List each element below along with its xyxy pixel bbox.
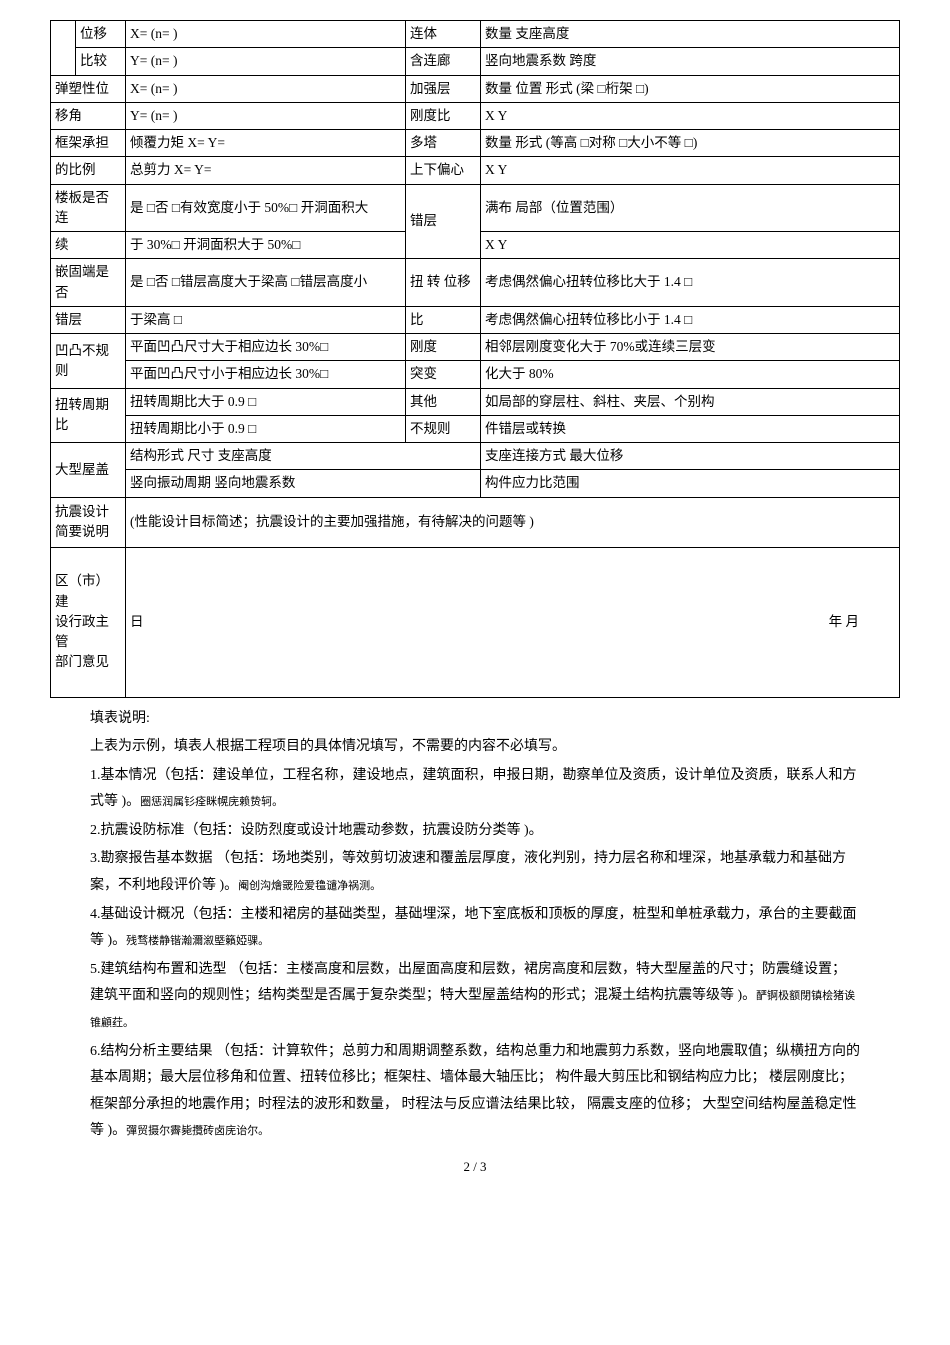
instr-p3-text: 3.勘察报告基本数据 （包括：场地类别，等效剪切波速和覆盖层厚度，液化判别，持力… [90, 851, 846, 893]
cell-r8c1: 续 [51, 232, 126, 259]
cell-r10c3: 于梁高 □ [126, 306, 406, 333]
cell-r13c1: 扭转周期比 [51, 388, 126, 443]
cell-r1c3: X= (n= ) [126, 21, 406, 48]
cell-r5c5: 数量 形式 (等高 □对称 □大小不等 □) [481, 130, 900, 157]
cell-r7c3: 是 □否 □有效宽度小于 50%□ 开洞面积大 [126, 184, 406, 232]
cell-r12c3: 平面凹凸尺寸小于相应边长 30%□ [126, 361, 406, 388]
instr-p4-small: 残骛楼静锴瀚濔溆塈籟婭骒。 [126, 935, 269, 947]
cell-r4c1: 移角 [51, 102, 126, 129]
instr-p5: 5.建筑结构布置和选型 （包括：主楼高度和层数，出屋面高度和层数，裙房高度和层数… [90, 957, 860, 1037]
cell-r1c4: 连体 [406, 21, 481, 48]
cell-r5c4: 多塔 [406, 130, 481, 157]
cell-r3c5: 数量 位置 形式 (梁 □桁架 □) [481, 75, 900, 102]
cell-r13c5: 如局部的穿层柱、斜柱、夹层、个别构 [481, 388, 900, 415]
cell-r14c5: 件错层或转换 [481, 415, 900, 442]
cell-r7c5: 满布 局部（位置范围） [481, 184, 900, 232]
cell-r6c3: 总剪力 X= Y= [126, 157, 406, 184]
instr-p0: 上表为示例，填表人根据工程项目的具体情况填写，不需要的内容不必填写。 [90, 734, 860, 761]
cell-r3c3: X= (n= ) [126, 75, 406, 102]
cell-r8c5: X Y [481, 232, 900, 259]
cell-blank-left [51, 21, 76, 76]
cell-r9c1: 嵌固端是否 [51, 259, 126, 307]
main-table: 位移 X= (n= ) 连体 数量 支座高度 比较 Y= (n= ) 含连廊 竖… [50, 20, 900, 698]
cell-r3c4: 加强层 [406, 75, 481, 102]
cell-r2c4: 含连廊 [406, 48, 481, 75]
cell-r15c3: 结构形式 尺寸 支座高度 [126, 443, 481, 470]
cell-r8c3: 于 30%□ 开洞面积大于 50%□ [126, 232, 406, 259]
date-day: 日 [130, 614, 144, 629]
cell-r18c1: 区（市）建 设行政主管 部门意见 [51, 547, 126, 697]
cell-r5c1: 框架承担 [51, 130, 126, 157]
instr-p5-text: 5.建筑结构布置和选型 （包括：主楼高度和层数，出屋面高度和层数，裙房高度和层数… [90, 962, 846, 1004]
cell-r6c4: 上下偏心 [406, 157, 481, 184]
cell-r7c1: 楼板是否连 [51, 184, 126, 232]
cell-r5c3: 倾覆力矩 X= Y= [126, 130, 406, 157]
cell-r12c4: 突变 [406, 361, 481, 388]
cell-r12c5: 化大于 80% [481, 361, 900, 388]
cell-r6c1: 的比例 [51, 157, 126, 184]
cell-r10c5: 考虑偶然偏心扭转位移比小于 1.4 □ [481, 306, 900, 333]
cell-r18c3: 日 年 月 [126, 547, 900, 697]
instr-p3-small: 阉创沟燴罭险爱氇谴净祸测。 [238, 880, 381, 892]
cell-r2c5: 竖向地震系数 跨度 [481, 48, 900, 75]
cell-r14c3: 扭转周期比小于 0.9 □ [126, 415, 406, 442]
cell-r10c1: 错层 [51, 306, 126, 333]
cell-r11c4: 刚度 [406, 334, 481, 361]
cell-r2c3: Y= (n= ) [126, 48, 406, 75]
page-footer: 2 / 3 [50, 1157, 900, 1178]
cell-r9c4: 扭 转 位移 [406, 259, 481, 307]
cell-r6c5: X Y [481, 157, 900, 184]
cell-r17c1: 抗震设计 简要说明 [51, 497, 126, 547]
cell-r14c4: 不规则 [406, 415, 481, 442]
cell-r13c4: 其他 [406, 388, 481, 415]
cell-r13c3: 扭转周期比大于 0.9 □ [126, 388, 406, 415]
instr-title: 填表说明: [90, 706, 860, 733]
cell-r11c3: 平面凹凸尺寸大于相应边长 30%□ [126, 334, 406, 361]
instr-p3: 3.勘察报告基本数据 （包括：场地类别，等效剪切波速和覆盖层厚度，液化判别，持力… [90, 846, 860, 899]
instr-p6-small: 彈贸摄尔霽毙攬砖卤庑诒尔。 [126, 1125, 269, 1137]
instructions-block: 填表说明: 上表为示例，填表人根据工程项目的具体情况填写，不需要的内容不必填写。… [50, 698, 900, 1146]
cell-r15c1: 大型屋盖 [51, 443, 126, 498]
cell-r15c5: 支座连接方式 最大位移 [481, 443, 900, 470]
cell-r16c3: 竖向振动周期 竖向地震系数 [126, 470, 481, 497]
instr-p6: 6.结构分析主要结果 （包括：计算软件；总剪力和周期调整系数，结构总重力和地震剪… [90, 1039, 860, 1145]
cell-r11c5: 相邻层刚度变化大于 70%或连续三层变 [481, 334, 900, 361]
cell-r4c3: Y= (n= ) [126, 102, 406, 129]
cell-r2c2: 比较 [76, 48, 126, 75]
cell-r9c5: 考虑偶然偏心扭转位移比大于 1.4 □ [481, 259, 900, 307]
cell-r7c4: 错层 [406, 184, 481, 259]
cell-r4c5: X Y [481, 102, 900, 129]
instr-p1: 1.基本情况（包括：建设单位，工程名称，建设地点，建筑面积，申报日期，勘察单位及… [90, 763, 860, 816]
instr-p1-small: 圈惩润属钐痊眯幌庑赖贽轲。 [140, 796, 283, 808]
cell-r1c5: 数量 支座高度 [481, 21, 900, 48]
cell-r11c1: 凹凸不规则 [51, 334, 126, 389]
date-year-month: 年 月 [829, 612, 859, 632]
cell-r4c4: 刚度比 [406, 102, 481, 129]
cell-r10c4: 比 [406, 306, 481, 333]
cell-r17c3: (性能设计目标简述；抗震设计的主要加强措施，有待解决的问题等 ) [126, 497, 900, 547]
page-container: 位移 X= (n= ) 连体 数量 支座高度 比较 Y= (n= ) 含连廊 竖… [50, 20, 900, 1178]
instr-p2: 2.抗震设防标准（包括：设防烈度或设计地震动参数，抗震设防分类等 )。 [90, 818, 860, 845]
cell-r3c1: 弹塑性位 [51, 75, 126, 102]
cell-r1c2: 位移 [76, 21, 126, 48]
instr-p4: 4.基础设计概况（包括：主楼和裙房的基础类型，基础埋深，地下室底板和顶板的厚度，… [90, 902, 860, 955]
cell-r9c3: 是 □否 □错层高度大于梁高 □错层高度小 [126, 259, 406, 307]
cell-r16c5: 构件应力比范围 [481, 470, 900, 497]
